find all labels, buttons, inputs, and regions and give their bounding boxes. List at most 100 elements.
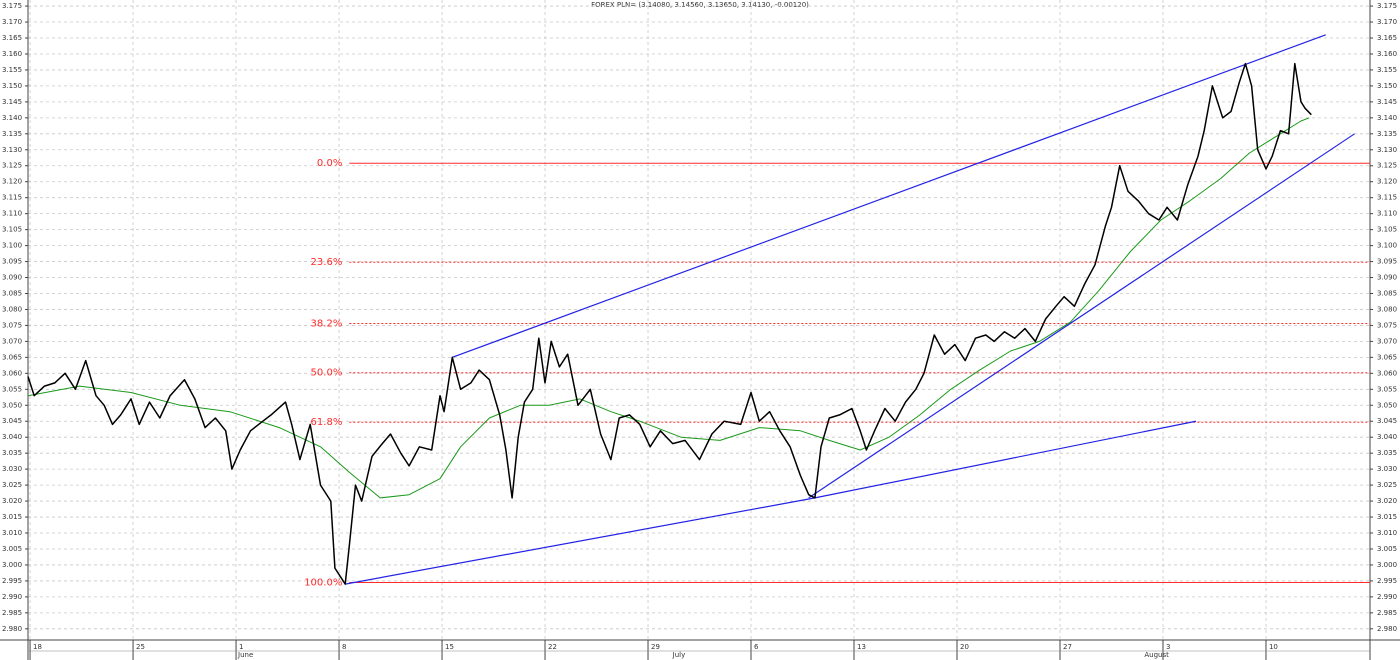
x-tick-label: 3 (1166, 643, 1170, 651)
y-tick-label: 3.035 (2, 449, 22, 457)
y2-tick-label: 3.150 (1377, 82, 1397, 90)
y2-tick-label: 3.145 (1377, 98, 1397, 106)
trendline (814, 420, 1197, 499)
y-tick-label: 3.150 (2, 82, 22, 90)
y-tick-label: 3.125 (2, 162, 22, 170)
y2-tick-label: 3.055 (1377, 385, 1397, 393)
y2-tick-label: 3.090 (1377, 274, 1397, 282)
fib-label: 38.2% (311, 319, 343, 330)
y-tick-label: 3.065 (2, 353, 22, 361)
x-tick-label: 29 (651, 643, 660, 651)
y2-tick-label: 3.040 (1377, 433, 1397, 441)
y2-tick-label: 3.100 (1377, 242, 1397, 250)
y2-tick-label: 3.080 (1377, 305, 1397, 313)
y2-tick-label: 3.005 (1377, 545, 1397, 553)
y-tick-label: 3.040 (2, 433, 22, 441)
price-line (27, 62, 1312, 585)
fib-label: 100.0% (304, 578, 342, 589)
x-tick-label: 27 (1063, 643, 1072, 651)
fib-label: 61.8% (311, 417, 343, 428)
x-tick-label: 18 (33, 643, 42, 651)
y-tick-label: 3.030 (2, 465, 22, 473)
y2-tick-label: 3.035 (1377, 449, 1397, 457)
price-line (27, 117, 1310, 499)
y-tick-label: 3.080 (2, 305, 22, 313)
y2-tick-label: 3.140 (1377, 114, 1397, 122)
y2-tick-label: 3.105 (1377, 226, 1397, 234)
y2-tick-label: 3.065 (1377, 353, 1397, 361)
y-tick-label: 3.025 (2, 481, 22, 489)
y-tick-label: 3.020 (2, 497, 22, 505)
y-tick-label: 2.995 (2, 577, 22, 585)
y2-tick-label: 3.120 (1377, 178, 1397, 186)
y-tick-label: 3.140 (2, 114, 22, 122)
y-tick-label: 3.050 (2, 401, 22, 409)
x-tick-label: 6 (754, 643, 759, 651)
y-tick-label: 3.160 (2, 50, 22, 58)
y2-tick-label: 3.135 (1377, 130, 1397, 138)
y-tick-label: 2.990 (2, 593, 22, 601)
x-tick-label: 13 (857, 643, 866, 651)
y-tick-label: 3.000 (2, 561, 22, 569)
y-tick-label: 2.980 (2, 625, 22, 633)
y2-tick-label: 3.030 (1377, 465, 1397, 473)
y-tick-label: 3.110 (2, 210, 22, 218)
y-tick-label: 3.015 (2, 513, 22, 521)
y2-tick-label: 3.125 (1377, 162, 1397, 170)
y2-tick-label: 3.070 (1377, 337, 1397, 345)
y2-tick-label: 2.980 (1377, 625, 1397, 633)
y-tick-label: 3.175 (2, 2, 22, 10)
y-tick-label: 3.005 (2, 545, 22, 553)
y-tick-label: 3.070 (2, 337, 22, 345)
y-tick-label: 3.115 (2, 194, 22, 202)
y2-tick-label: 2.995 (1377, 577, 1397, 585)
y2-tick-label: 2.990 (1377, 593, 1397, 601)
y-tick-label: 3.075 (2, 321, 22, 329)
y-tick-label: 3.045 (2, 417, 22, 425)
trendline (345, 497, 815, 585)
y-tick-label: 3.010 (2, 529, 22, 537)
x-tick-label: 8 (342, 643, 346, 651)
x-tick-label: 22 (548, 643, 557, 651)
x-tick-label: 15 (445, 643, 454, 651)
y2-tick-label: 3.010 (1377, 529, 1397, 537)
y2-tick-label: 3.045 (1377, 417, 1397, 425)
y-tick-label: 3.085 (2, 289, 22, 297)
y-tick-label: 3.120 (2, 178, 22, 186)
y-tick-label: 3.165 (2, 34, 22, 42)
x-tick-label: 20 (960, 643, 969, 651)
y2-tick-label: 3.110 (1377, 210, 1397, 218)
y-tick-label: 3.155 (2, 66, 22, 74)
fib-label: 50.0% (311, 368, 343, 379)
y2-tick-label: 3.155 (1377, 66, 1397, 74)
y-tick-label: 3.090 (2, 274, 22, 282)
y2-tick-label: 3.085 (1377, 289, 1397, 297)
y-tick-label: 3.105 (2, 226, 22, 234)
month-label: July (672, 651, 686, 659)
y2-tick-label: 3.130 (1377, 146, 1397, 154)
trendline (452, 34, 1326, 358)
y2-tick-label: 3.165 (1377, 34, 1397, 42)
y-tick-label: 3.060 (2, 369, 22, 377)
month-label: June (237, 651, 253, 659)
y-tick-label: 3.055 (2, 385, 22, 393)
y2-tick-label: 2.985 (1377, 609, 1397, 617)
y2-tick-label: 3.095 (1377, 258, 1397, 266)
x-tick-label: 25 (136, 643, 145, 651)
y2-tick-label: 3.160 (1377, 50, 1397, 58)
y2-tick-label: 3.015 (1377, 513, 1397, 521)
y-tick-label: 3.170 (2, 18, 22, 26)
trendline (808, 133, 1355, 499)
y2-tick-label: 3.175 (1377, 2, 1397, 10)
y2-tick-label: 3.060 (1377, 369, 1397, 377)
y-tick-label: 3.100 (2, 242, 22, 250)
y-tick-label: 3.130 (2, 146, 22, 154)
y2-tick-label: 3.050 (1377, 401, 1397, 409)
fib-label: 0.0% (317, 158, 342, 169)
y2-tick-label: 3.115 (1377, 194, 1397, 202)
fib-label: 23.6% (311, 257, 343, 268)
y2-tick-label: 3.025 (1377, 481, 1397, 489)
y2-tick-label: 3.000 (1377, 561, 1397, 569)
